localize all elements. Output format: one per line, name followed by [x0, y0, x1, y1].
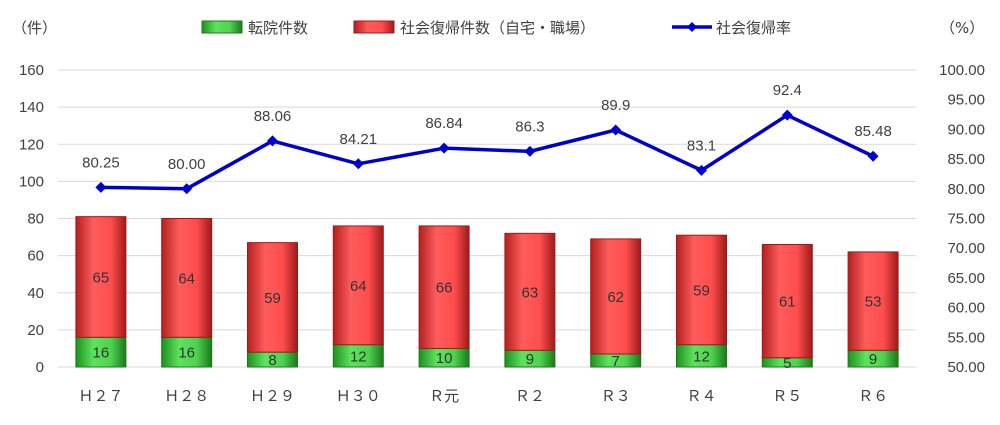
left-tick-label: 40: [27, 285, 44, 302]
rate-point: [696, 164, 707, 176]
bar-labels: 16 65 16 64 8 59 12 64 10 66 9 63 7 62 12 59 5 61 9 53: [93, 269, 882, 371]
legend-swatch-transfer: [201, 20, 243, 34]
rate-data-label: 88.06: [254, 108, 292, 125]
x-tick-label: Ｒ４: [686, 387, 716, 405]
x-tick-label: Ｒ３: [601, 387, 631, 405]
bar-label-return: 64: [350, 278, 367, 295]
rate-point: [610, 124, 622, 136]
rate-point: [267, 135, 278, 147]
bar-label-return: 59: [264, 290, 281, 307]
bar-label-transfer: 10: [436, 350, 453, 367]
bar-label-transfer: 16: [93, 345, 110, 362]
right-tick-label: 90.00: [947, 121, 985, 138]
bar-return: [590, 238, 642, 355]
rate-point: [781, 109, 793, 121]
rate-point: [95, 181, 107, 193]
rate-point: [867, 150, 879, 162]
legend-marker-rate: [687, 22, 697, 32]
rate-labels: 80.25 80.00 88.06 84.21 86.84 86.3 89.9 83.1 92.…: [82, 82, 892, 173]
rate-data-label: 83.1: [687, 137, 716, 154]
rate-data-label: 92.4: [773, 82, 802, 99]
right-tick-label: 65.00: [947, 270, 985, 287]
left-tick-label: 120: [19, 136, 44, 153]
bar-label-transfer: 7: [612, 353, 620, 370]
bar-label-return: 66: [436, 280, 453, 297]
bar-label-transfer: 5: [783, 355, 791, 372]
legend-swatch-return: [353, 20, 395, 34]
rate-data-label: 80.00: [168, 156, 206, 173]
left-tick-label: 20: [27, 322, 44, 339]
bar-label-return: 63: [522, 284, 539, 301]
bar-label-transfer: 12: [350, 348, 367, 365]
rate-point: [181, 183, 193, 195]
rate-line: [95, 109, 879, 195]
bar-label-transfer: 9: [526, 351, 534, 368]
right-tick-label: 95.00: [947, 92, 985, 109]
bar-label-return: 53: [865, 294, 882, 311]
bar-label-return: 65: [93, 269, 110, 286]
right-tick-label: 85.00: [947, 151, 985, 168]
right-tick-label: 60.00: [947, 300, 985, 317]
x-tick-label: Ｒ元: [429, 387, 459, 405]
right-tick-label: 80.00: [947, 181, 985, 198]
bar-label-transfer: 16: [178, 345, 195, 362]
bar-return: [418, 225, 470, 349]
x-tick-label: Ｈ２７: [78, 387, 123, 405]
bar-return: [761, 243, 813, 359]
bar-transfer: [161, 336, 213, 368]
rate-data-label: 85.48: [854, 123, 892, 140]
legend-label-rate: 社会復帰率: [716, 19, 791, 37]
bar-label-return: 64: [178, 270, 195, 287]
rate-data-label: 89.9: [601, 97, 630, 114]
bar-return: [247, 242, 298, 353]
right-tick-label: 70.00: [947, 240, 985, 257]
x-tick-label: Ｈ２９: [250, 387, 295, 405]
right-tick-label: 75.00: [947, 211, 985, 228]
x-tick-label: Ｈ２８: [164, 387, 209, 405]
x-tick-label: Ｈ３０: [336, 387, 381, 405]
bar-label-return: 59: [693, 282, 710, 299]
rate-data-label: 86.84: [425, 115, 463, 132]
left-tick-label: 160: [19, 62, 44, 79]
x-tick-label: Ｒ５: [772, 387, 802, 405]
right-axis-unit: （%）: [940, 19, 984, 37]
legend: 転院件数 社会復帰件数（自宅・職場） 社会復帰率: [201, 19, 791, 37]
bar-return: [161, 218, 213, 338]
bar-label-transfer: 9: [869, 351, 877, 368]
bar-return: [75, 216, 127, 338]
left-axis-ticks: 0 20 40 60 80 100 120 140 160: [19, 62, 44, 376]
legend-label-return: 社会復帰件数（自宅・職場）: [400, 19, 595, 37]
right-tick-label: 50.00: [947, 359, 985, 376]
bar-label-transfer: 8: [268, 352, 276, 369]
x-axis-labels: Ｈ２７ Ｈ２８ Ｈ２９ Ｈ３０ Ｒ元 Ｒ２ Ｒ３ Ｒ４ Ｒ５ Ｒ６: [78, 387, 888, 405]
bars: [75, 216, 899, 368]
rate-point: [438, 142, 450, 154]
bar-label-return: 62: [607, 289, 624, 306]
left-tick-label: 140: [19, 99, 44, 116]
rate-point: [352, 158, 364, 170]
rate-line-path: [100, 113, 874, 191]
rate-point: [524, 145, 536, 157]
bar-return: [847, 251, 899, 351]
right-axis-ticks: 50.00 55.00 60.00 65.00 70.00 75.00 80.00 85.00…: [939, 62, 985, 376]
left-axis-unit: （件）: [12, 19, 57, 37]
right-tick-label: 55.00: [947, 329, 985, 346]
x-tick-label: Ｒ２: [515, 387, 545, 405]
bar-label-return: 61: [779, 294, 796, 311]
rate-data-label: 80.25: [82, 154, 120, 171]
right-tick-label: 100.00: [939, 62, 985, 79]
bar-return: [332, 225, 384, 346]
rate-data-label: 84.21: [340, 131, 378, 148]
left-tick-label: 80: [27, 211, 44, 228]
bar-return: [676, 234, 727, 346]
left-tick-label: 60: [27, 248, 44, 265]
x-tick-label: Ｒ６: [858, 387, 888, 405]
rate-data-label: 86.3: [515, 118, 544, 135]
bar-label-transfer: 12: [693, 348, 710, 365]
left-tick-label: 100: [19, 173, 44, 190]
legend-label-transfer: 転院件数: [248, 19, 308, 37]
bar-return: [504, 232, 556, 351]
left-tick-label: 0: [36, 359, 44, 376]
